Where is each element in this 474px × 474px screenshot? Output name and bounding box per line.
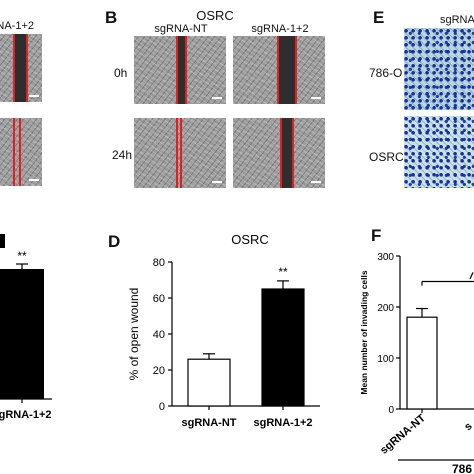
panel-c-tick-label: sgRNA-1+2: [0, 409, 52, 421]
panel-b-image-nt-24h: [134, 118, 226, 188]
panel-d-title: OSRC: [231, 232, 269, 247]
panel-f-chart: 0 100 200 300 Mean number of invading cells s…: [359, 252, 474, 474]
panel-e-row-label-osrc: OSRC: [369, 150, 404, 164]
panel-f-bracket-right-fragment: [469, 272, 474, 280]
panel-d-ytick-label: 40: [153, 329, 165, 341]
panel-b-title: OSRC: [196, 8, 234, 23]
panel-f-ylabel: Mean number of invading cells: [359, 270, 369, 394]
panel-d-significance: **: [278, 265, 288, 279]
panel-b-col-label-nt: sgRNA-NT: [154, 23, 208, 35]
panel-f-group-label: 786: [452, 462, 472, 474]
panel-c-significance: **: [17, 249, 27, 263]
panel-a-image-0h: [0, 34, 42, 102]
panel-e-col-label: sgRNA-: [440, 14, 474, 26]
panel-f-ytick-label: 0: [388, 405, 394, 416]
panel-f-ytick-label: 100: [377, 354, 394, 365]
panel-d-chart: OSRC 0 20 40 60 80 % of open wound sgRNA-NT ** sg…: [127, 232, 320, 429]
panel-f-letter: F: [371, 226, 382, 245]
panel-b-image-sg-24h: [233, 118, 325, 188]
panel-d-ytick-label: 60: [153, 293, 165, 305]
panel-d-xtick-label: sgRNA-NT: [182, 417, 237, 429]
panel-e-row-label-786o: 786-O: [369, 66, 403, 80]
panel-c-bar: [0, 269, 44, 399]
panel-f-ytick-label: 300: [377, 252, 394, 263]
panel-e-letter: E: [373, 8, 385, 27]
panel-d-ytick-label: 80: [153, 257, 165, 269]
panel-b-image-nt-0h: [134, 36, 226, 104]
panel-c-chart: ** sgRNA-1+2: [0, 249, 52, 421]
panel-d-bar: [261, 288, 305, 407]
panel-f-bar: [406, 316, 438, 410]
panel-e-image-osrc: [404, 116, 474, 188]
panel-d-ylabel: % of open wound: [127, 288, 141, 381]
panel-b-row-label-0h: 0h: [114, 66, 128, 80]
panel-b-row-label-24h: 24h: [112, 148, 133, 162]
panel-a-image-24h: [0, 118, 42, 186]
panel-b-image-sg-0h: [233, 36, 325, 104]
panel-d-letter: D: [108, 232, 121, 251]
panel-d-ytick-label: 20: [153, 365, 165, 377]
panel-d-xtick-label: sgRNA-1+2: [254, 417, 313, 429]
panel-d-bar: [187, 358, 231, 407]
panel-f-xtick-label-fragment: s: [462, 420, 474, 433]
panel-f-xtick-label: sgRNA-NT: [378, 412, 428, 457]
panel-f-ytick-label: 200: [377, 303, 394, 314]
panel-b-col-label-sg: sgRNA-1+2: [251, 23, 309, 35]
panel-c-letter-fragment: [0, 234, 5, 248]
panel-b-letter: B: [105, 8, 118, 27]
panel-d-ytick-label: 0: [159, 401, 165, 413]
panel-e-image-786o: [404, 28, 474, 110]
panel-a-column-label: sgRNA-1+2: [0, 20, 34, 32]
